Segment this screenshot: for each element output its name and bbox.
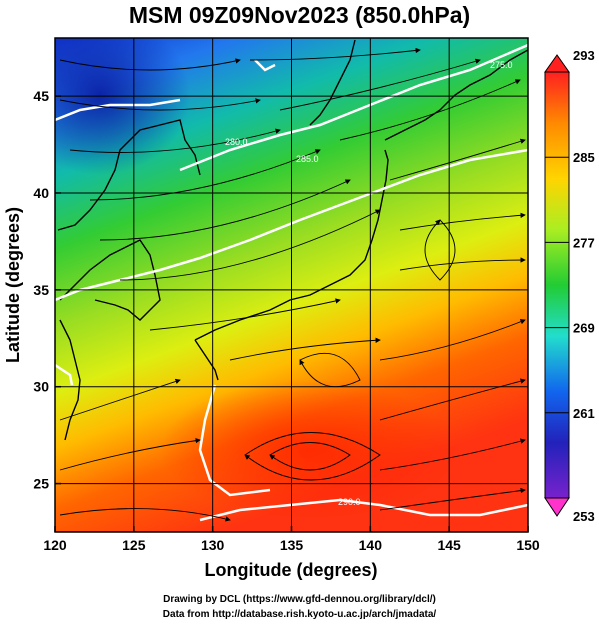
x-tick-label: 150	[516, 537, 540, 553]
y-axis-label: Latitude (degrees)	[3, 207, 23, 363]
y-tick-label: 25	[33, 476, 49, 492]
contour-label-280: 280.0	[225, 137, 248, 147]
cold-core	[55, 38, 190, 175]
map-title: MSM 09Z09Nov2023 (850.0hPa)	[128, 2, 471, 28]
x-tick-label: 140	[359, 537, 383, 553]
colorbar-tick-label: 277	[573, 235, 595, 250]
contour-label-290: 290.0	[338, 497, 361, 507]
contour-value-labels: 290.0 285.0 280.0 275.0	[225, 60, 513, 507]
colorbar: 293 285 277 269 261 253	[544, 48, 595, 524]
streamlines	[59, 47, 526, 522]
x-tick-label: 125	[122, 537, 146, 553]
y-tick-label: 35	[33, 282, 49, 298]
x-axis: 120 125 130 135 140 145 150	[43, 526, 540, 553]
x-tick-label: 120	[43, 537, 67, 553]
warm-core	[160, 380, 460, 520]
contour-label-285: 285.0	[296, 154, 319, 164]
colorbar-tick-label: 253	[573, 509, 595, 524]
graticule	[55, 38, 528, 532]
contour-label-275: 275.0	[490, 60, 513, 70]
drawing-credit: Drawing by DCL (https://www.gfd-dennou.o…	[163, 594, 436, 605]
colorbar-bottom-cap	[544, 497, 570, 517]
colorbar-top-cap	[544, 54, 570, 73]
x-axis-label: Longitude (degrees)	[204, 560, 377, 580]
colorbar-tick-label: 269	[573, 321, 595, 336]
x-tick-label: 145	[437, 537, 461, 553]
y-tick-label: 30	[33, 379, 49, 395]
colorbar-body	[544, 71, 570, 499]
colorbar-ticks: 293 285 277 269 261 253	[545, 48, 595, 524]
x-tick-label: 130	[201, 537, 225, 553]
colorbar-tick-label: 293	[573, 48, 595, 63]
colorbar-tick-label: 285	[573, 150, 595, 165]
y-tick-label: 45	[33, 88, 49, 104]
contour-lines	[55, 43, 528, 522]
x-tick-label: 135	[280, 537, 304, 553]
y-axis: 25 30 35 40 45	[33, 88, 61, 492]
data-source-credit: Data from http://database.rish.kyoto-u.a…	[162, 609, 437, 620]
y-tick-label: 40	[33, 185, 49, 201]
colorbar-tick-label: 261	[573, 406, 595, 421]
